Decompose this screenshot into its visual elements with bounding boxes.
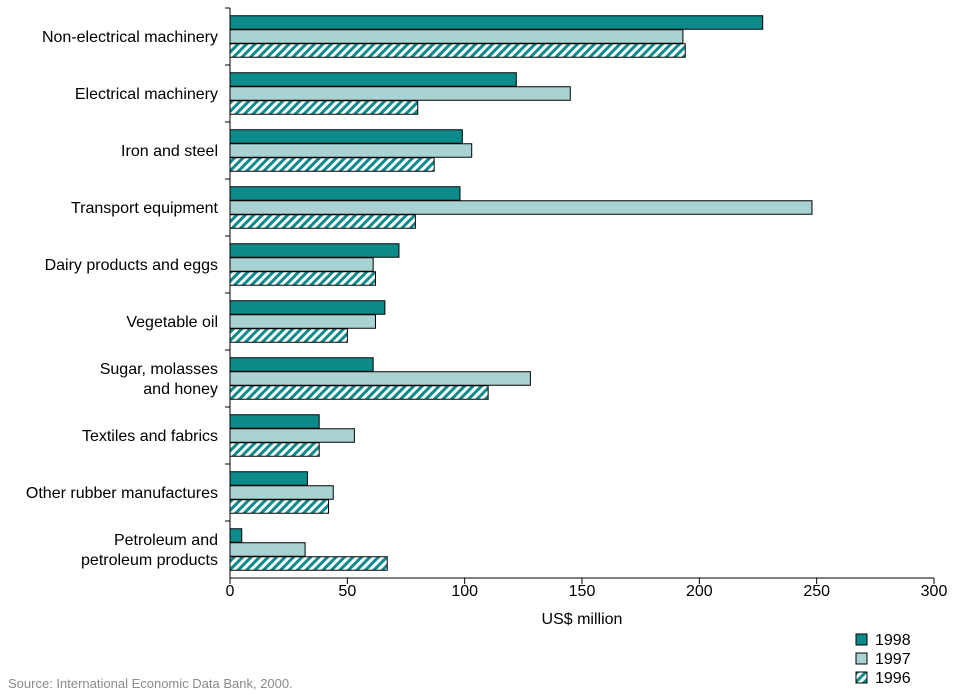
bar-1997-0 <box>229 29 684 44</box>
bar-1996-3 <box>229 214 416 229</box>
bar-1998-7 <box>229 414 320 429</box>
bar-1996-1 <box>229 100 419 115</box>
bar-1997-3 <box>229 200 813 215</box>
bar-1996-4 <box>229 271 376 286</box>
bar-1998-2 <box>229 129 463 144</box>
x-tick-label: 50 <box>338 583 356 600</box>
category-label: Non-electrical machinery <box>42 29 218 46</box>
x-tick-label: 250 <box>803 583 830 600</box>
category-label: Petroleum and <box>114 532 218 549</box>
x-tick-label: 0 <box>226 583 235 600</box>
legend-label-1998: 1998 <box>875 632 911 649</box>
category-label: Textiles and fabrics <box>82 428 218 445</box>
legend: 1998 1997 1996 <box>855 632 911 687</box>
bar-1997-6 <box>229 371 531 386</box>
bar-1998-4 <box>229 243 400 258</box>
bar-1997-4 <box>229 257 374 272</box>
bar-1997-2 <box>229 143 473 158</box>
bar-1998-1 <box>229 72 517 87</box>
bar-1998-5 <box>229 300 386 315</box>
bar-1997-8 <box>229 485 334 500</box>
category-label: Transport equipment <box>71 200 219 217</box>
source-note: Source: International Economic Data Bank… <box>8 676 293 691</box>
bar-1996-0 <box>229 43 686 58</box>
category-label: Dairy products and eggs <box>45 257 218 274</box>
bar-1998-0 <box>229 15 764 30</box>
legend-label-1997: 1997 <box>875 651 911 668</box>
bar-1996-9 <box>229 556 388 571</box>
category-label: Electrical machinery <box>75 86 218 103</box>
bar-1997-9 <box>229 542 306 557</box>
category-label: Sugar, molasses <box>100 361 218 378</box>
bar-1996-7 <box>229 442 320 457</box>
legend-swatch-1997 <box>855 652 868 665</box>
legend-swatch-1996 <box>855 671 868 684</box>
bar-1997-1 <box>229 86 571 101</box>
bar-1997-7 <box>229 428 355 443</box>
bar-1996-6 <box>229 385 489 400</box>
bar-1998-3 <box>229 186 461 201</box>
category-label: Iron and steel <box>121 143 218 160</box>
x-tick-label: 100 <box>451 583 478 600</box>
category-label: petroleum products <box>81 552 218 569</box>
bar-1998-8 <box>229 471 308 486</box>
bar-1998-9 <box>229 528 243 543</box>
category-label: Vegetable oil <box>126 314 218 331</box>
x-tick-label: 200 <box>686 583 713 600</box>
x-axis: 0 50 100 150 200 250 300 <box>225 7 948 600</box>
x-axis-title: US$ million <box>542 611 623 628</box>
bar-1996-8 <box>229 499 330 514</box>
category-label: Other rubber manufactures <box>26 485 218 502</box>
bar-1997-5 <box>229 314 376 329</box>
category-labels: Non-electrical machinery Electrical machi… <box>26 29 219 569</box>
bar-1998-6 <box>229 357 374 372</box>
bar-1996-2 <box>229 157 435 172</box>
bar-1996-5 <box>229 328 348 343</box>
x-tick-label: 300 <box>921 583 948 600</box>
legend-swatch-1998 <box>855 633 868 646</box>
x-tick-label: 150 <box>569 583 596 600</box>
bars-group <box>229 15 813 571</box>
legend-label-1996: 1996 <box>875 670 911 687</box>
category-label: and honey <box>143 381 218 398</box>
